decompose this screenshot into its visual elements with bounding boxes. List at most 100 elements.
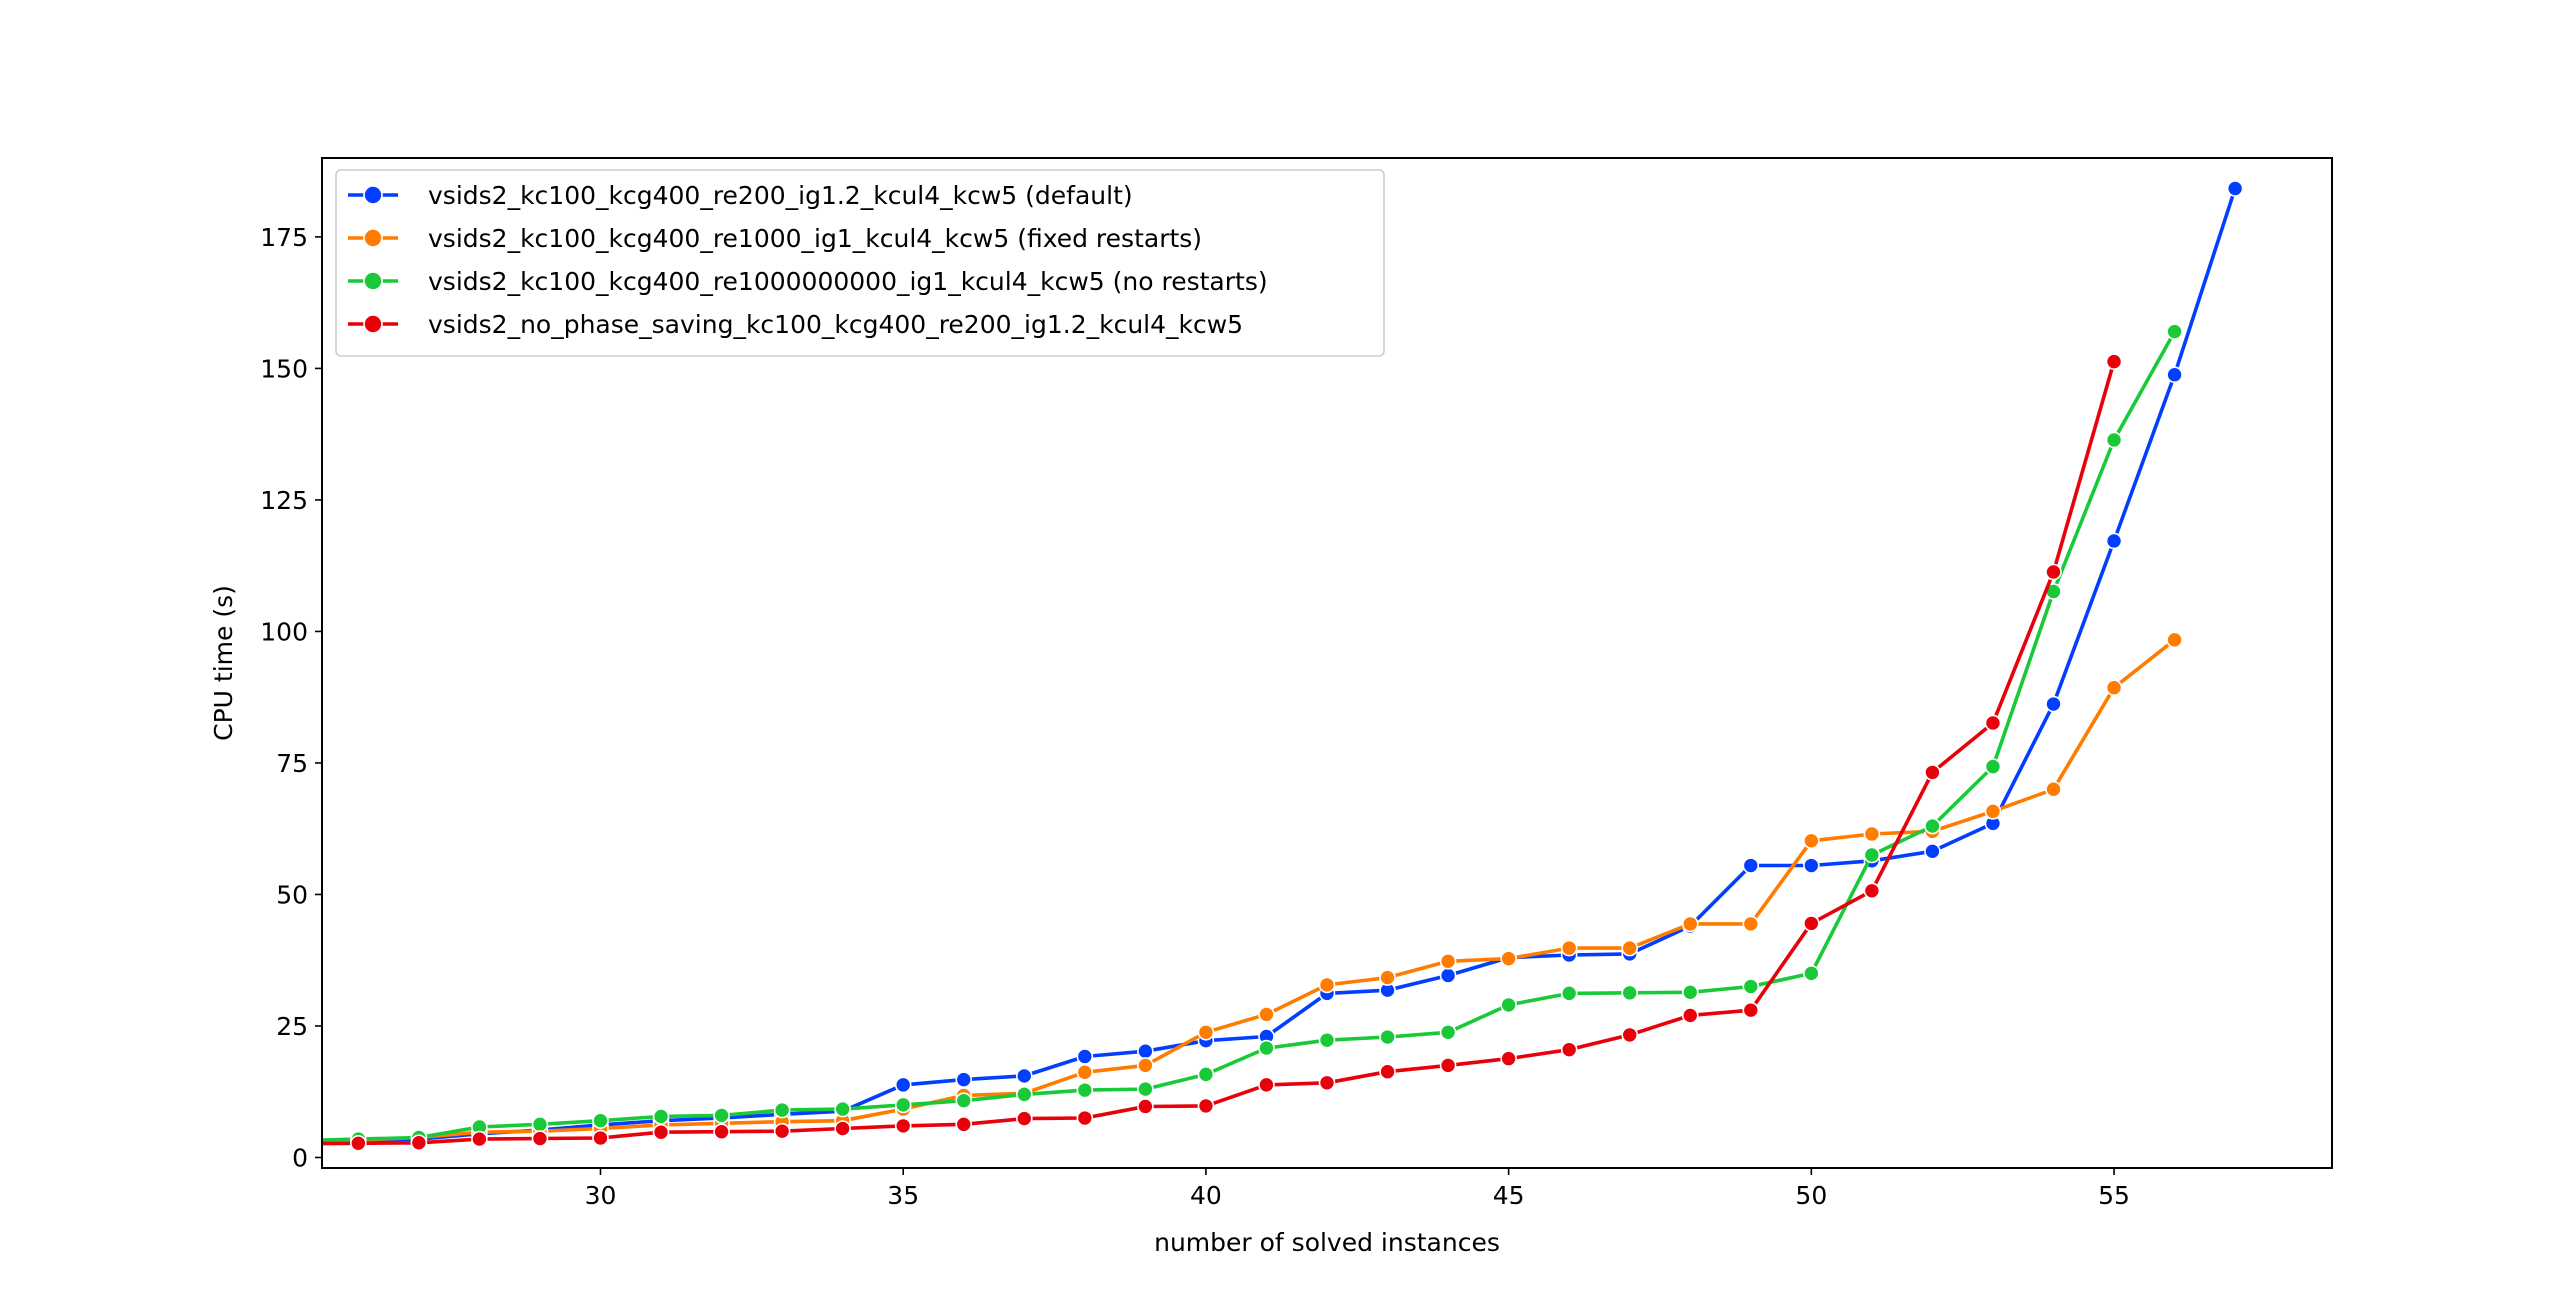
y-tick-label: 75	[276, 749, 308, 778]
data-point	[1318, 1074, 1336, 1092]
data-point	[1258, 1006, 1275, 1023]
data-point	[1742, 1001, 1760, 1019]
data-point	[1984, 714, 2002, 732]
data-point	[955, 1116, 973, 1133]
legend-swatch-marker	[363, 314, 383, 334]
data-point	[1924, 843, 1941, 860]
data-point	[1560, 985, 1578, 1002]
x-tick-label: 30	[585, 1181, 617, 1210]
legend-label: vsids2_kc100_kcg400_re200_ig1.2_kcul4_kc…	[428, 181, 1133, 210]
data-point	[2166, 631, 2183, 649]
data-point	[1439, 1057, 1457, 1074]
legend-item: vsids2_kc100_kcg400_re200_ig1.2_kcul4_kc…	[348, 181, 1133, 210]
y-tick-label: 0	[292, 1143, 308, 1172]
data-point	[1863, 882, 1881, 900]
data-point	[2166, 366, 2183, 384]
data-point	[1863, 846, 1881, 864]
data-point	[1984, 803, 2002, 820]
data-point	[894, 1076, 912, 1094]
y-axis-label: CPU time (s)	[209, 585, 238, 741]
data-point	[1318, 1031, 1336, 1049]
legend-item: vsids2_kc100_kcg400_re1000_ig1_kcul4_kcw…	[348, 224, 1202, 253]
data-point	[1197, 1066, 1215, 1083]
data-point	[1924, 817, 1941, 835]
x-tick-label: 45	[1493, 1181, 1525, 1210]
data-point	[1500, 1050, 1517, 1067]
x-tick-label: 35	[887, 1181, 919, 1210]
x-tick-label: 40	[1190, 1181, 1222, 1210]
data-point	[1439, 952, 1457, 970]
data-point	[1681, 984, 1699, 1001]
data-point	[1379, 969, 1396, 986]
data-point	[1379, 1063, 1396, 1081]
x-tick-label: 55	[2098, 1181, 2130, 1210]
data-point	[531, 1130, 549, 1147]
series-3	[322, 323, 2183, 1148]
data-point	[1621, 984, 1639, 1002]
series-line	[322, 638, 2176, 1143]
plot-frame	[321, 157, 2333, 1169]
data-point	[1500, 950, 1517, 967]
data-point	[1076, 1048, 1094, 1065]
data-point	[894, 1117, 912, 1135]
data-point	[955, 1071, 973, 1088]
data-point	[1984, 758, 2002, 775]
data-point	[1742, 857, 1760, 874]
legend-item: vsids2_no_phase_saving_kc100_kcg400_re20…	[348, 310, 1243, 339]
y-tick-label: 125	[260, 486, 308, 515]
data-point	[652, 1123, 670, 1141]
y-tick-label: 175	[260, 223, 308, 252]
data-point	[592, 1129, 609, 1147]
data-point	[2045, 780, 2062, 798]
data-point	[773, 1101, 791, 1119]
data-point	[1742, 915, 1760, 933]
data-point	[2105, 431, 2123, 449]
data-point	[1137, 1042, 1154, 1060]
data-point	[955, 1092, 973, 1109]
data-point	[1803, 832, 1820, 850]
data-point	[2166, 323, 2183, 340]
data-point	[2045, 563, 2062, 581]
legend-box	[335, 169, 1385, 357]
data-point	[1621, 939, 1639, 957]
data-point	[1621, 1026, 1639, 1044]
data-point	[1076, 1081, 1094, 1099]
legend-label: vsids2_kc100_kcg400_re1000000000_ig1_kcu…	[428, 267, 1268, 296]
data-point	[1015, 1110, 1033, 1127]
data-point	[1681, 915, 1699, 933]
data-point	[350, 1134, 367, 1152]
y-tick-label: 150	[260, 354, 308, 383]
data-point	[1197, 1023, 1215, 1041]
legend-label: vsids2_kc100_kcg400_re1000_ig1_kcul4_kcw…	[428, 224, 1202, 253]
legend-label: vsids2_no_phase_saving_kc100_kcg400_re20…	[428, 310, 1243, 339]
data-point	[2105, 532, 2123, 550]
legend: vsids2_kc100_kcg400_re200_ig1.2_kcul4_kc…	[335, 169, 1385, 357]
data-point	[1137, 1057, 1154, 1074]
data-point	[592, 1112, 609, 1129]
data-point	[471, 1130, 488, 1148]
legend-swatch-marker	[363, 228, 383, 248]
data-point	[1318, 976, 1336, 994]
data-point	[2045, 695, 2062, 713]
legend-swatch-marker	[363, 271, 383, 291]
data-point	[1015, 1086, 1033, 1103]
legend-item: vsids2_kc100_kcg400_re1000000000_ig1_kcu…	[348, 267, 1268, 296]
data-point	[1803, 915, 1820, 932]
data-point	[1803, 857, 1820, 874]
data-point	[1560, 939, 1578, 957]
data-point	[2226, 180, 2244, 197]
data-point	[1137, 1080, 1154, 1098]
data-point	[713, 1107, 730, 1124]
data-point	[834, 1100, 851, 1118]
data-point	[1742, 978, 1760, 995]
series-line	[322, 330, 2177, 1142]
data-point	[1076, 1063, 1094, 1081]
y-axis: 0 25 50 75 100 125 150 175	[260, 223, 322, 1172]
data-point	[1015, 1067, 1033, 1085]
data-point	[834, 1120, 851, 1137]
data-point	[652, 1108, 670, 1125]
series-layer	[322, 180, 2244, 1152]
data-point	[1137, 1098, 1154, 1115]
data-point	[894, 1096, 912, 1114]
data-point	[1258, 1039, 1275, 1057]
